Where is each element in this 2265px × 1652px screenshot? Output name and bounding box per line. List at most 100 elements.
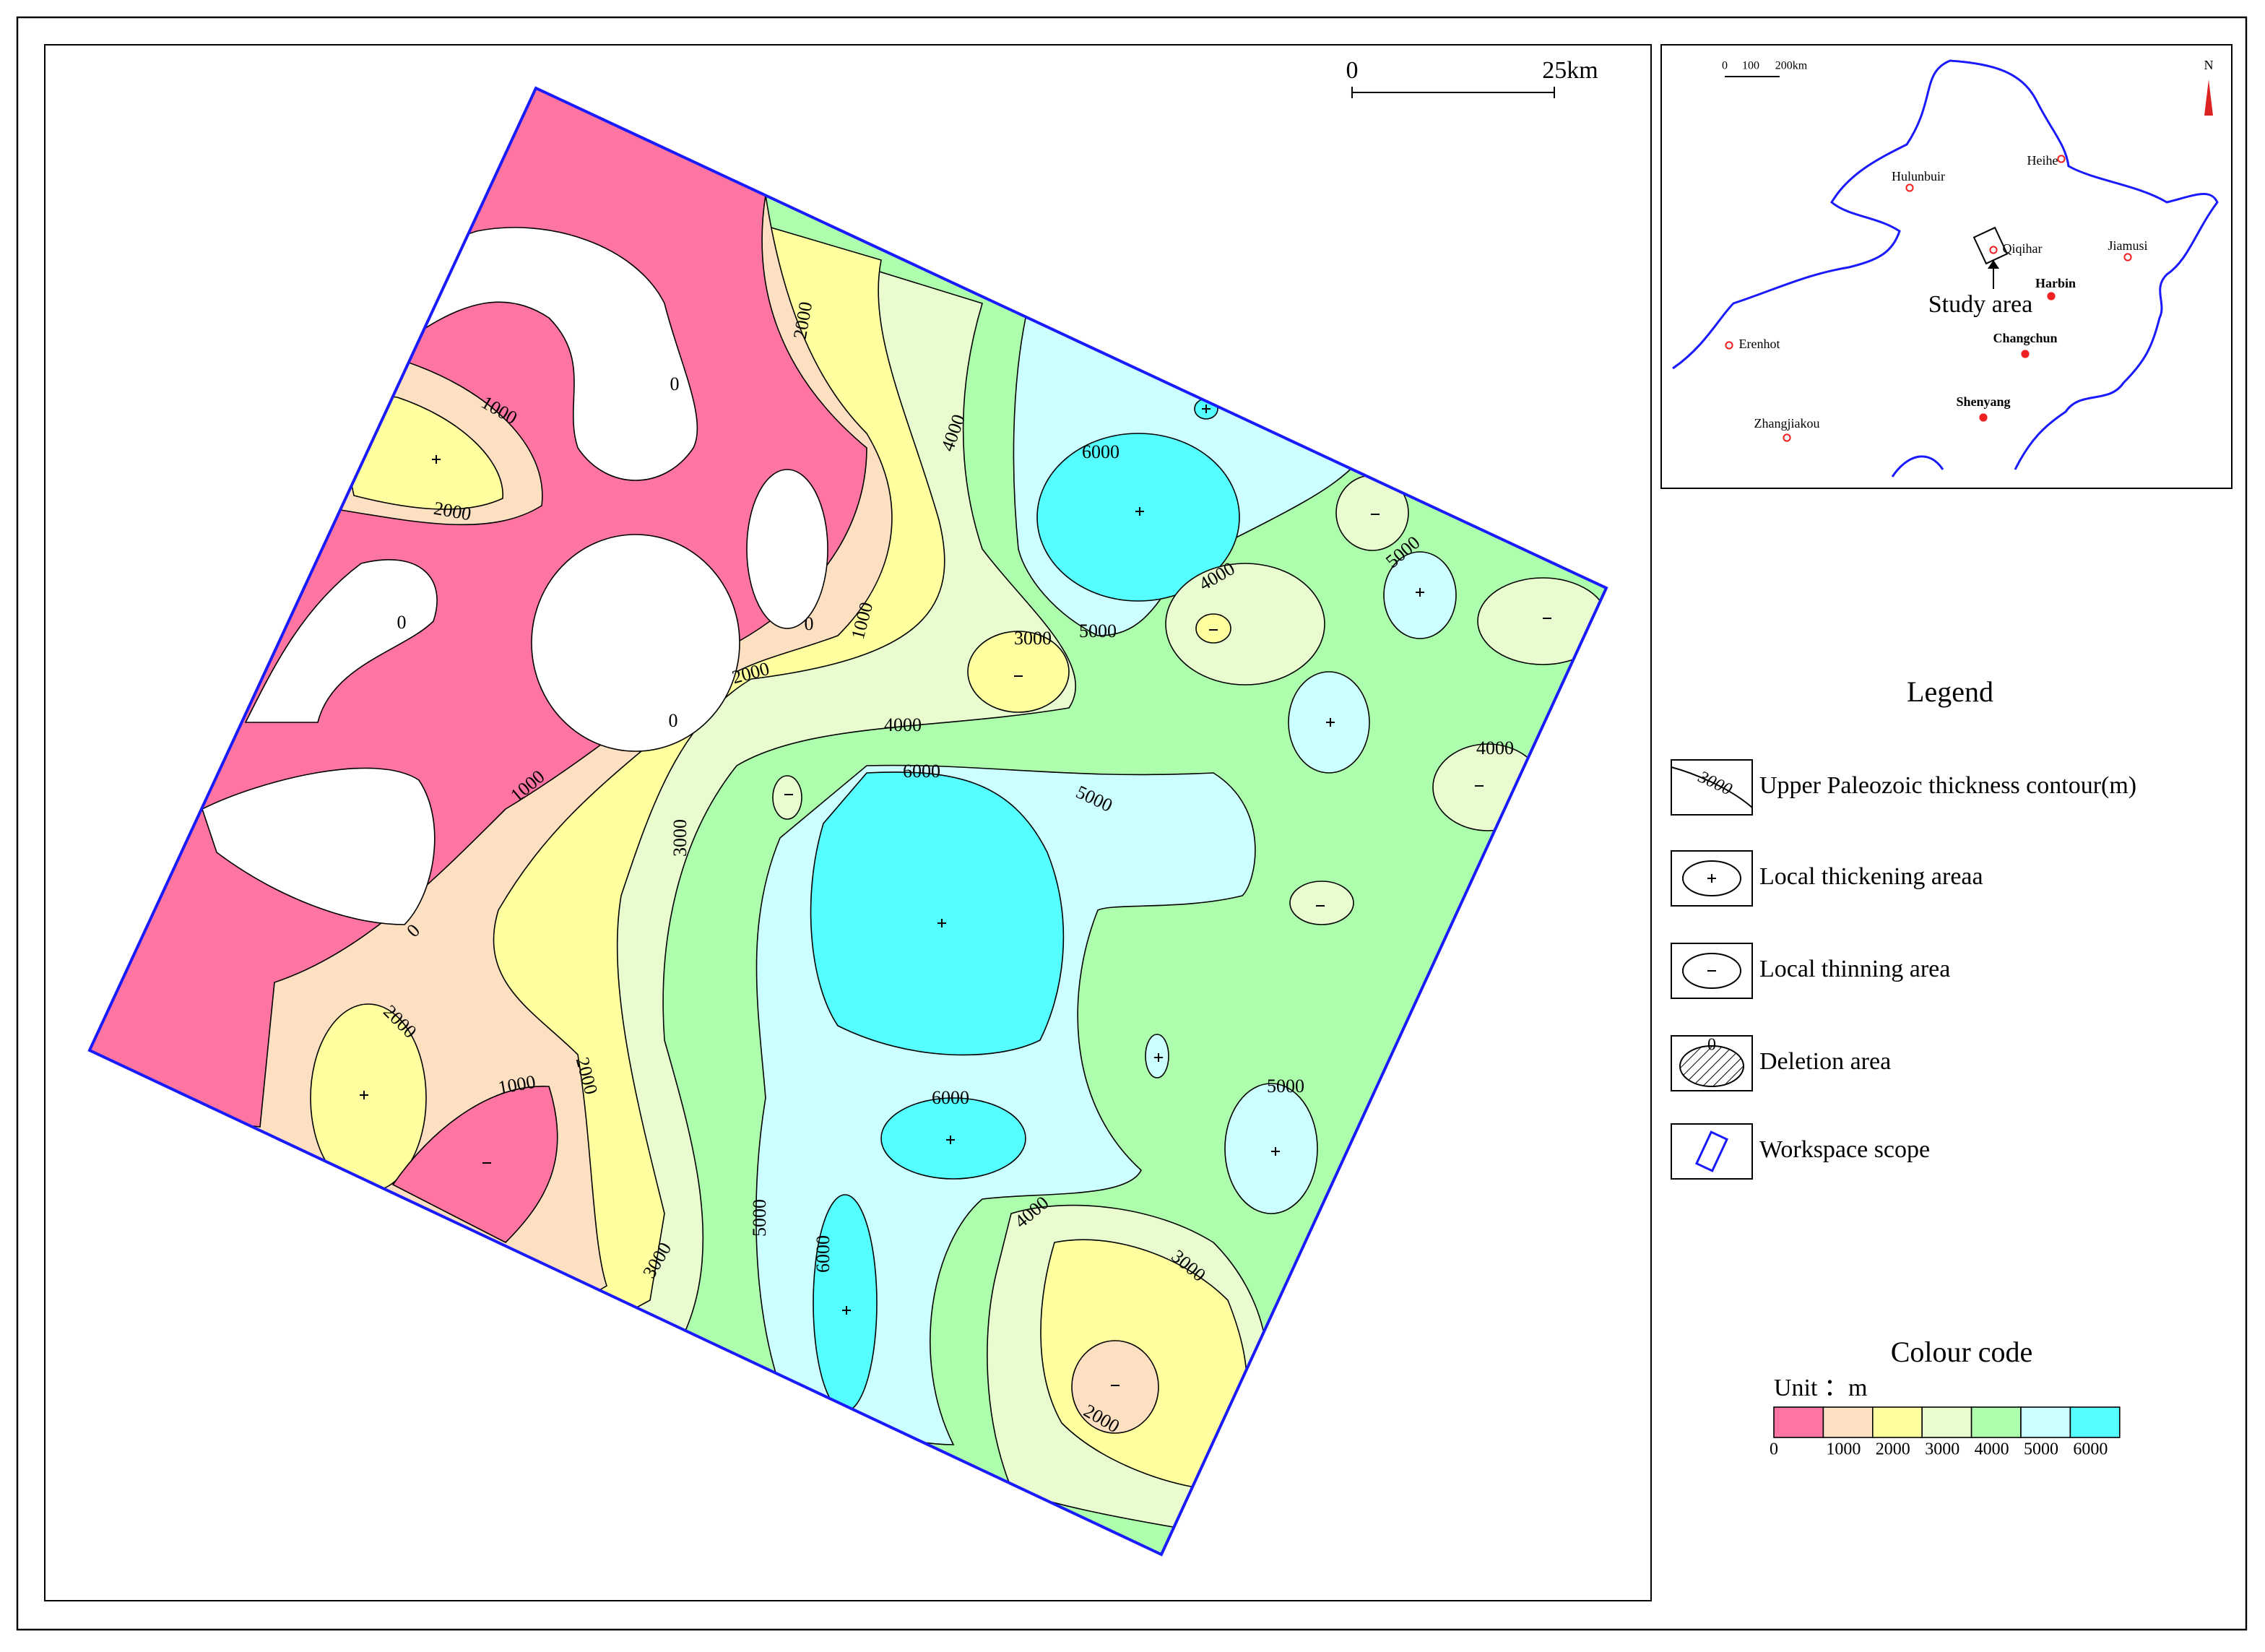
colour-tick-label: 6000	[2073, 1440, 2108, 1459]
legend-ellipse	[1679, 1045, 1744, 1087]
study-area-label: Study area	[1928, 291, 2032, 318]
colour-unit: Unit ：m	[1774, 1375, 1867, 1401]
legend-title: Legend	[1907, 675, 1993, 708]
city	[1989, 246, 1998, 254]
contour-label: 0	[397, 612, 407, 633]
city	[1783, 433, 1791, 442]
scale-end: 25km	[1542, 57, 1598, 84]
contour-label: 6000	[1082, 441, 1119, 462]
legend-label: Local thickening areaa	[1759, 863, 1983, 890]
legend-workspace	[1694, 1130, 1729, 1172]
contour-label: 6000	[903, 761, 940, 782]
inset-scale-label: 200km	[1775, 60, 1808, 72]
colour-tick-label: 4000	[1975, 1440, 2009, 1459]
colour-tick-label: 3000	[1925, 1440, 1959, 1459]
contour-label: 5000	[1079, 620, 1117, 641]
city-label: Heihe	[2027, 153, 2058, 168]
thickness-zone	[772, 775, 802, 820]
city	[2123, 253, 2132, 261]
city-label: Harbin	[2035, 276, 2076, 290]
city-label: Shenyang	[1956, 394, 2010, 409]
study-area-box	[1972, 226, 2009, 265]
thickness-zone	[1036, 433, 1240, 602]
inset-frame	[1660, 44, 2232, 489]
colour-swatch	[1773, 1406, 1824, 1438]
thickness-zone	[967, 631, 1070, 713]
thickness-zone	[417, 227, 698, 481]
workspace-boundary	[87, 86, 1608, 1557]
thickness-zone	[746, 469, 828, 629]
contour-label: 5000	[1267, 1076, 1304, 1097]
contour-label: 4000	[884, 714, 922, 735]
thickness-zone	[880, 1097, 1026, 1180]
colour-tick-label: 5000	[2024, 1440, 2058, 1459]
colour-tick-label: 2000	[1876, 1440, 1910, 1459]
thickness-map	[90, 88, 1606, 1554]
colour-tick-label: 1000	[1826, 1440, 1861, 1459]
thickness-zone	[202, 767, 436, 925]
thickness-zone	[813, 1194, 878, 1412]
inset-map: 0 100 200km N Hulunbuir Heihe Qiqihar Jiamusi Ha…	[1672, 58, 2219, 477]
scale-start: 0	[1346, 57, 1359, 84]
north-label: N	[2204, 58, 2214, 72]
legend-icon-text: 0	[1707, 1036, 1716, 1055]
city-label: Hulunbuir	[1892, 169, 1945, 183]
thickness-zone	[1335, 475, 1409, 551]
contour-label: 0	[669, 710, 678, 731]
outer-frame	[16, 16, 2248, 1631]
thickness-zone	[1224, 1083, 1318, 1214]
colour-swatch	[1872, 1406, 1923, 1438]
inset-scale-label: 0	[1722, 60, 1728, 72]
colour-code: Colour code Unit ：m 0 1000 2000 3000 4000 5000 6…	[1770, 1336, 2121, 1459]
thickness-zone	[810, 771, 1065, 1056]
legend-label: Workspace scope	[1759, 1136, 1930, 1163]
north-arrow	[2204, 79, 2213, 116]
arrow-head	[1988, 260, 1999, 269]
city-label: Jiamusi	[2108, 238, 2147, 253]
city-label: Changchun	[1993, 331, 2057, 345]
colour-swatch	[1970, 1406, 2022, 1438]
thickness-zone	[1195, 613, 1231, 644]
thickness-zone	[1289, 881, 1354, 925]
city	[2057, 155, 2066, 163]
city-label: Qiqihar	[2003, 241, 2043, 256]
thickness-zone	[1145, 1034, 1169, 1078]
legend-label: Local thinning area	[1759, 956, 1950, 982]
colour-swatch	[2020, 1406, 2071, 1438]
colour-tick-label: 0	[1770, 1440, 1778, 1459]
inset-scale-label: 100	[1742, 60, 1759, 72]
city	[1725, 341, 1733, 350]
contour-label: 3000	[1014, 628, 1052, 649]
colour-swatch	[1822, 1406, 1874, 1438]
city	[1905, 183, 1914, 192]
thickness-zone	[1477, 577, 1606, 665]
legend-icon	[1671, 759, 1753, 816]
legend-label: Upper Paleozoic thickness contour(m)	[1759, 772, 2136, 799]
contour-label: 5000	[749, 1199, 770, 1237]
legend-contour	[1671, 766, 1753, 808]
coast-line	[1891, 455, 1944, 477]
colour-swatch	[1921, 1406, 1972, 1438]
thickness-zone	[1165, 563, 1325, 686]
thickness-zone	[1071, 1340, 1159, 1434]
thickness-zone	[391, 1086, 558, 1243]
contour-label: 3000	[670, 819, 690, 857]
contour-label: 6000	[932, 1087, 969, 1108]
colour-swatch	[2069, 1406, 2121, 1438]
legend-ellipse	[1682, 860, 1741, 896]
border-line	[1672, 59, 2219, 470]
contour-label: 0	[805, 613, 814, 634]
city-label: Erenhot	[1739, 337, 1780, 351]
contour-label: 0	[670, 373, 680, 394]
contour-label: 4000	[1476, 738, 1514, 758]
thickness-zone	[244, 559, 438, 723]
legend-ellipse	[1682, 953, 1741, 989]
city	[1979, 413, 1988, 422]
city	[2021, 350, 2030, 358]
legend-label: Deletion area	[1759, 1048, 1891, 1075]
thickness-zone	[531, 534, 740, 752]
city	[2047, 292, 2056, 300]
map-frame	[44, 44, 1652, 1601]
